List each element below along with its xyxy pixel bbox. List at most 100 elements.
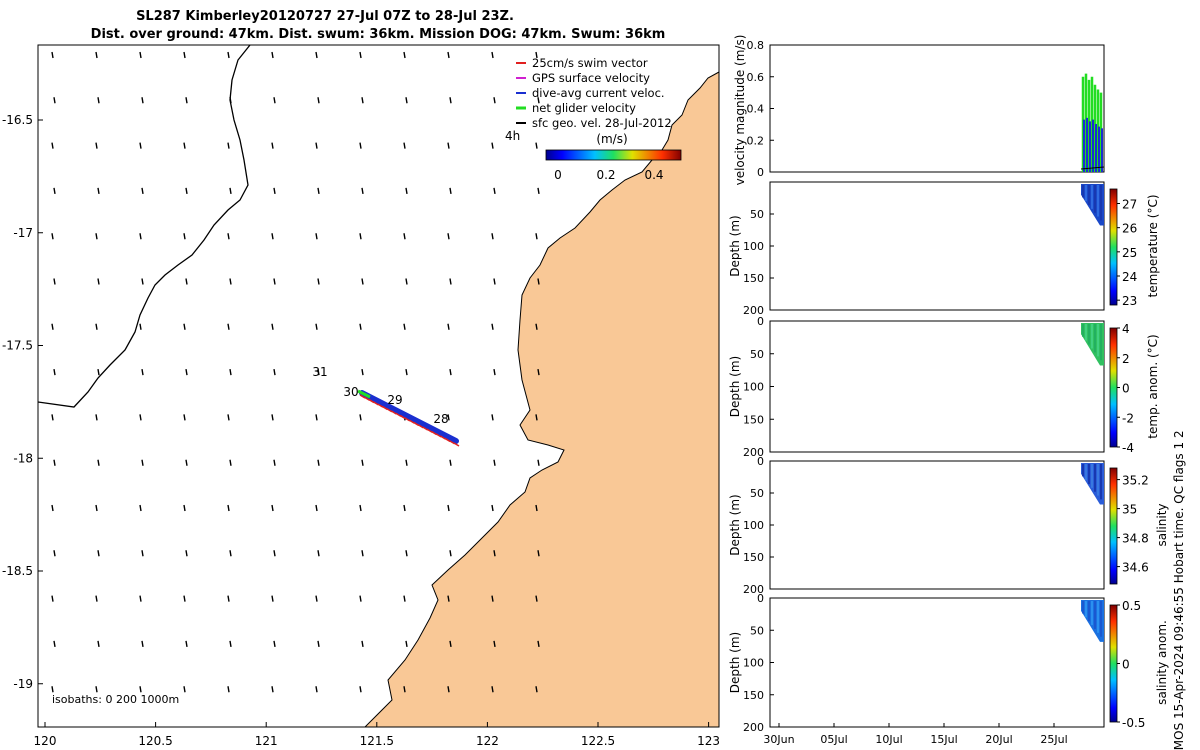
- velocity-ytick-label: 0: [757, 166, 764, 179]
- geo-arrow: [361, 278, 364, 285]
- legend-label-net: net glider velocity: [532, 101, 636, 115]
- map-ytick-label: -19: [13, 677, 33, 691]
- geo-arrow: [229, 97, 232, 104]
- geo-arrow: [95, 142, 98, 149]
- heatmap-ytick-label: 200: [743, 721, 764, 734]
- geo-arrow: [141, 550, 144, 557]
- geo-arrow: [183, 686, 186, 693]
- geo-arrow: [97, 459, 100, 466]
- geo-arrow: [535, 595, 538, 602]
- geo-arrow: [51, 414, 54, 421]
- geo-arrow: [227, 233, 230, 240]
- map-colorbar: [545, 149, 682, 161]
- geo-arrow: [51, 142, 54, 149]
- colorbar-tick-label: -2: [1122, 411, 1134, 425]
- swim-vector: [453, 442, 460, 447]
- geo-arrow: [405, 97, 408, 104]
- colorbar-tick-label: 34.8: [1122, 532, 1149, 546]
- geo-arrow: [53, 550, 56, 557]
- geo-arrow: [449, 550, 452, 557]
- heatmap-colorbar: [1109, 604, 1118, 723]
- geo-arrow: [53, 368, 56, 376]
- geo-arrow: [317, 640, 320, 648]
- heatmap-ytick-label: 150: [743, 413, 764, 426]
- swim-vector: [422, 426, 429, 431]
- geo-arrow: [95, 51, 98, 59]
- swim-vector: [386, 408, 393, 413]
- swim-vector: [426, 428, 433, 433]
- swim-vector: [390, 410, 397, 415]
- velocity-series: [1080, 73, 1105, 172]
- swim-vector: [364, 396, 370, 401]
- geo-arrow: [97, 278, 100, 285]
- geo-arrow: [97, 97, 100, 104]
- geo-arrow: [97, 368, 100, 376]
- colorbar-label: (m/s): [596, 132, 627, 146]
- velocity-ylabel: velocity magnitude (m/s): [733, 35, 747, 186]
- geo-arrow: [359, 595, 362, 602]
- swim-vector: [368, 398, 375, 404]
- swim-vector: [381, 405, 388, 411]
- geo-arrow: [139, 142, 142, 149]
- geo-arrow: [447, 142, 450, 149]
- geo-arrow: [403, 51, 406, 59]
- geo-velocity-arrows: [51, 51, 540, 693]
- heatmap-ylabel: Depth (m): [728, 215, 742, 276]
- geo-arrow: [185, 459, 188, 466]
- geo-arrow: [95, 595, 98, 602]
- geo-arrow: [403, 323, 406, 330]
- geo-arrow: [227, 595, 230, 602]
- colorbar-tick-label: 35.2: [1122, 474, 1149, 488]
- geo-arrow: [537, 550, 540, 557]
- heatmap-ytick-label: 150: [743, 272, 764, 285]
- geo-arrow: [271, 323, 274, 330]
- geo-arrow: [447, 233, 450, 240]
- velocity-ticks: 0 0.2 0.4 0.6 0.8: [747, 39, 774, 179]
- velocity-axes-box: [769, 44, 1105, 173]
- colorbar-tick-label: 35: [1122, 503, 1137, 517]
- geo-arrow: [273, 550, 276, 557]
- land-mass: [364, 45, 719, 727]
- geo-arrow: [491, 504, 494, 512]
- colorbar-tick-label: 4: [1122, 322, 1130, 336]
- geo-arrow: [229, 640, 232, 648]
- geo-arrow: [227, 686, 230, 693]
- geo-arrow: [359, 323, 362, 330]
- geo-arrow: [405, 278, 408, 285]
- geo-arrow: [139, 233, 142, 240]
- geo-arrow: [53, 278, 56, 285]
- map-ytick-label: -18.5: [2, 564, 33, 578]
- geo-arrow: [227, 142, 230, 149]
- geo-arrow: [405, 368, 408, 376]
- swim-vector: [408, 419, 415, 424]
- map-xtick-label: 121.5: [360, 734, 394, 748]
- geo-arrow: [273, 278, 276, 285]
- geo-arrow: [535, 686, 538, 693]
- map-ytick-label: -17.5: [2, 339, 33, 353]
- geo-arrow: [537, 640, 540, 648]
- velocity-geo-line: [1080, 166, 1105, 170]
- day-label: 29: [387, 393, 402, 407]
- geo-arrow: [493, 278, 496, 285]
- geo-arrow: [361, 640, 364, 648]
- geo-arrow: [449, 187, 452, 195]
- geo-arrow: [315, 686, 318, 693]
- geo-arrow: [447, 51, 450, 59]
- velocity-ytick-label: 0.2: [747, 134, 765, 147]
- heatmap-colorbar: [1109, 327, 1118, 448]
- geo-arrow: [51, 504, 54, 512]
- heatmap-axes-box: [769, 181, 1105, 311]
- legend-label-geo: sfc geo. vel. 28-Jul-2012: [532, 116, 672, 130]
- geo-arrow: [447, 414, 450, 421]
- heatmap-ytick-label: 200: [743, 446, 764, 459]
- geo-arrow: [491, 595, 494, 602]
- heatmap-colorbar: [1109, 467, 1118, 585]
- geo-arrow: [183, 504, 186, 512]
- map-xtick-label: 122.5: [581, 734, 615, 748]
- geo-arrow: [491, 51, 494, 59]
- geo-arrow: [535, 414, 538, 421]
- geo-arrow: [183, 51, 186, 59]
- geo-arrow: [273, 459, 276, 466]
- map-xtick-label: 122: [476, 734, 499, 748]
